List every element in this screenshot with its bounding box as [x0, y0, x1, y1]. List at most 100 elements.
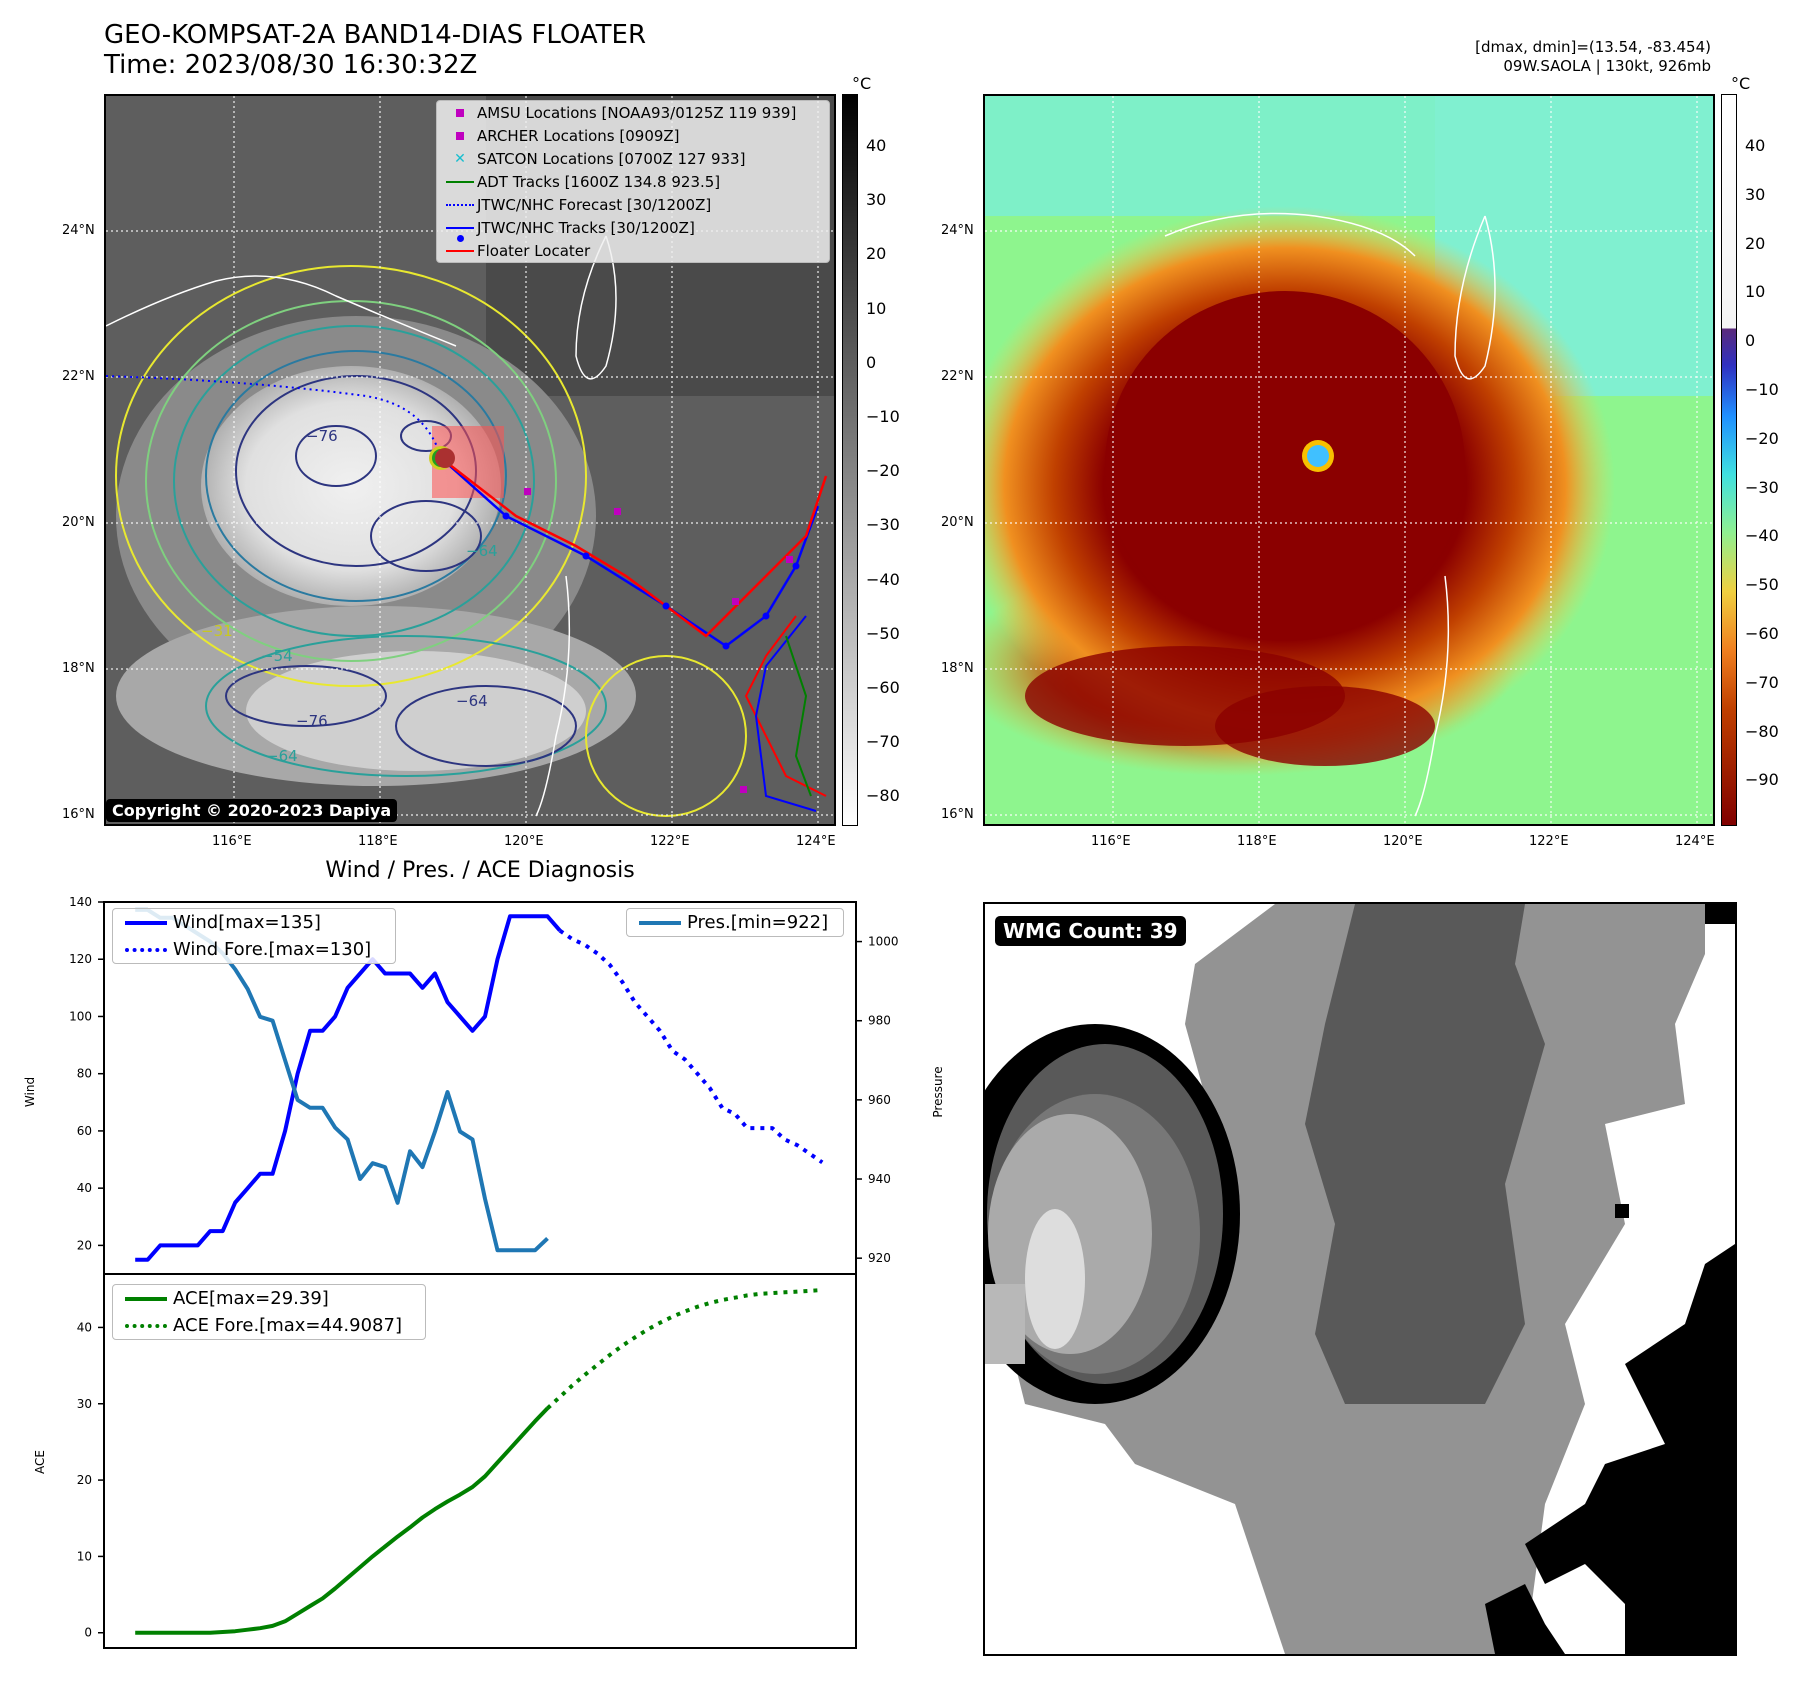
contour-label: −76	[306, 427, 338, 445]
colorbar-tick-label: −20	[866, 461, 900, 481]
colorbar-unit: °C	[852, 74, 872, 93]
wind-series-line	[135, 914, 562, 1262]
lon-tick: 116°E	[212, 834, 252, 849]
lat-tick: 18°N	[62, 661, 95, 676]
pressure-ytick-label: 980	[868, 1014, 891, 1028]
pressure-ytick-label: 940	[868, 1172, 891, 1186]
legend-item-jtwc-tracks: JTWC/NHC Tracks [30/1200Z]	[437, 216, 829, 242]
colorbar-tick-label: 10	[1745, 282, 1766, 302]
ace-ytick-label: 10	[77, 1549, 92, 1563]
solid-line-icon	[125, 1296, 167, 1301]
contour-label: −64	[456, 692, 488, 710]
colorbar-tick-label: −60	[866, 678, 900, 697]
colorbar-tick-label: −20	[1745, 428, 1779, 448]
colorbar-tick-label: −80	[1745, 721, 1779, 741]
colorbar-tick-label: 40	[866, 136, 887, 155]
legend-item-archer: ARCHER Locations [0909Z]	[437, 124, 829, 147]
pressure-ytick-label: 960	[868, 1093, 891, 1107]
colorbar-tick-label: −10	[866, 407, 900, 426]
line-dot-icon	[446, 226, 474, 229]
colorbar-tick-label: 20	[1745, 233, 1766, 253]
ace-ytick-label: 20	[77, 1473, 92, 1487]
colorbar-tick-label: −80	[866, 786, 900, 806]
wind-ytick-label: 140	[69, 895, 92, 909]
jtwc-track-line	[440, 457, 820, 648]
lat-tick: 22°N	[62, 369, 95, 384]
lon-tick: 124°E	[1675, 834, 1715, 849]
contour-label: −31	[201, 622, 233, 640]
colorbar-tick-label: −30	[1745, 477, 1779, 497]
wind-ytick-label: 40	[77, 1181, 92, 1195]
lon-tick: 120°E	[504, 834, 544, 849]
jtwc-forecast-line	[106, 375, 442, 459]
ace-ylabel: ACE	[33, 1450, 47, 1474]
legend-item-floater: Floater Locater	[437, 239, 829, 262]
lat-tick: 16°N	[62, 807, 95, 822]
colorbar-unit: °C	[1731, 74, 1751, 93]
solid-line-icon	[639, 920, 681, 925]
right-enhanced-map-svg	[985, 96, 1713, 824]
colorbar-tick-label: 0	[1745, 331, 1756, 351]
colorbar-tick-label: −90	[1745, 770, 1779, 790]
wmg-svg	[985, 904, 1735, 1654]
colorbar-tick-label: 40	[1745, 136, 1766, 155]
wind-ytick-label: 120	[69, 952, 92, 966]
legend-item-adt: ADT Tracks [1600Z 134.8 923.5]	[437, 170, 829, 193]
contour-label: −64	[266, 747, 298, 765]
lon-tick: 118°E	[1237, 834, 1277, 849]
colorbar-tick-label: 30	[866, 190, 887, 210]
line-marker-icon	[446, 249, 474, 252]
legend-item-satcon: ✕ SATCON Locations [0700Z 127 933]	[437, 147, 829, 170]
left-colorbar	[842, 94, 858, 826]
ace-ytick-label: 40	[77, 1320, 92, 1334]
lat-tick: 24°N	[62, 223, 95, 238]
lat-tick: 24°N	[941, 223, 974, 238]
copyright-badge: Copyright © 2020-2023 Dapiya	[106, 799, 398, 822]
chart-title: GEO-KOMPSAT-2A BAND14-DIAS FLOATER	[104, 20, 647, 50]
colorbar-tick-label: −60	[1745, 624, 1779, 643]
colorbar-tick-label: 20	[866, 244, 887, 264]
lon-tick: 118°E	[358, 834, 398, 849]
colorbar-tick-label: −70	[866, 732, 900, 752]
storm-info: 09W.SAOLA | 130kt, 926mb	[1503, 57, 1711, 75]
pressure-legend: Pres.[min=922]	[626, 908, 844, 937]
wind-ytick-label: 60	[77, 1124, 92, 1138]
colorbar-tick-label: −50	[866, 623, 900, 643]
colorbar-tick-label: −70	[1745, 672, 1779, 692]
solid-line-icon	[125, 920, 167, 925]
lat-tick: 20°N	[62, 515, 95, 530]
lon-tick: 120°E	[1383, 834, 1423, 849]
map-legend: AMSU Locations [NOAA93/0125Z 119 939] AR…	[436, 100, 830, 263]
lat-tick: 22°N	[941, 369, 974, 384]
dotted-line-icon	[446, 203, 474, 206]
lon-tick: 122°E	[1529, 834, 1569, 849]
dmax-dmin-readout: [dmax, dmin]=(13.54, -83.454)	[1475, 38, 1711, 56]
colorbar-tick-label: 10	[866, 298, 887, 318]
dotted-line-icon	[125, 947, 167, 952]
lon-tick: 124°E	[796, 834, 836, 849]
ace-legend: ACE[max=29.39] ACE Fore.[max=44.9087]	[112, 1284, 426, 1340]
pressure-ylabel: Pressure	[931, 1066, 945, 1117]
lon-tick: 122°E	[650, 834, 690, 849]
wind-forecast-series-line	[558, 928, 824, 1165]
square-marker-icon	[456, 108, 464, 117]
pressure-ytick-label: 920	[868, 1251, 891, 1265]
ace-ytick-label: 30	[77, 1397, 92, 1411]
lat-tick: 18°N	[941, 661, 974, 676]
contour-label: −64	[466, 542, 498, 560]
wind-ylabel: Wind	[23, 1077, 37, 1107]
contour-label: −76	[296, 712, 328, 730]
lat-tick: 16°N	[941, 807, 974, 822]
chart-time: Time: 2023/08/30 16:30:32Z	[104, 50, 478, 80]
adt-track-line	[785, 635, 812, 797]
legend-item-jtwc-forecast: JTWC/NHC Forecast [30/1200Z]	[437, 193, 829, 216]
square-marker-icon	[456, 131, 464, 140]
diagnosis-chart-svg: 20 40 60 80 100 120 140 920 940 960 980 1000 0 10 20 30…	[23, 895, 945, 1649]
pressure-ytick-label: 1000	[868, 935, 899, 949]
wind-ytick-label: 20	[77, 1238, 92, 1252]
colorbar-tick-label: −50	[1745, 575, 1779, 595]
colorbar-tick-label: −10	[1745, 380, 1779, 399]
right-enhanced-map	[983, 94, 1715, 826]
legend-item-amsu: AMSU Locations [NOAA93/0125Z 119 939]	[437, 101, 829, 124]
colorbar-tick-label: −40	[866, 569, 900, 589]
